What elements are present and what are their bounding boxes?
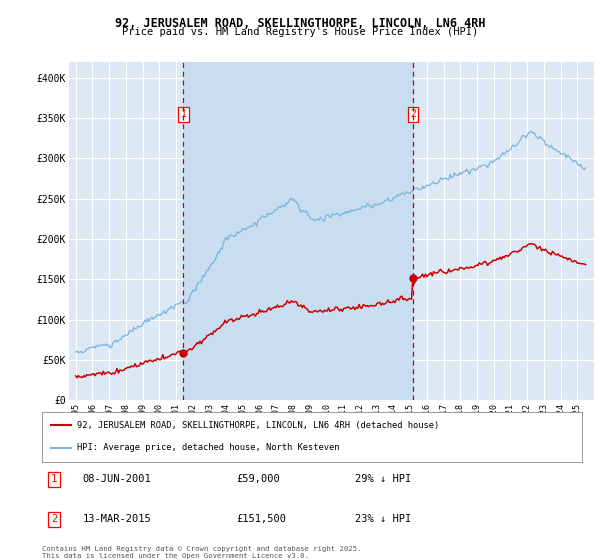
Text: 29% ↓ HPI: 29% ↓ HPI: [355, 474, 412, 484]
Bar: [184, 62, 413, 400]
Text: 08-JUN-2001: 08-JUN-2001: [83, 474, 151, 484]
Text: 1: 1: [51, 474, 57, 484]
Text: £151,500: £151,500: [236, 515, 286, 524]
Text: 2: 2: [51, 515, 57, 524]
Text: 23% ↓ HPI: 23% ↓ HPI: [355, 515, 412, 524]
Text: 2: 2: [410, 109, 416, 119]
Text: 1: 1: [181, 109, 187, 119]
Text: HPI: Average price, detached house, North Kesteven: HPI: Average price, detached house, Nort…: [77, 444, 340, 452]
Text: 13-MAR-2015: 13-MAR-2015: [83, 515, 151, 524]
Text: £59,000: £59,000: [236, 474, 280, 484]
Text: Contains HM Land Registry data © Crown copyright and database right 2025.
This d: Contains HM Land Registry data © Crown c…: [42, 546, 361, 559]
Text: Price paid vs. HM Land Registry's House Price Index (HPI): Price paid vs. HM Land Registry's House …: [122, 27, 478, 37]
Text: 92, JERUSALEM ROAD, SKELLINGTHORPE, LINCOLN, LN6 4RH: 92, JERUSALEM ROAD, SKELLINGTHORPE, LINC…: [115, 17, 485, 30]
Text: 92, JERUSALEM ROAD, SKELLINGTHORPE, LINCOLN, LN6 4RH (detached house): 92, JERUSALEM ROAD, SKELLINGTHORPE, LINC…: [77, 421, 439, 430]
